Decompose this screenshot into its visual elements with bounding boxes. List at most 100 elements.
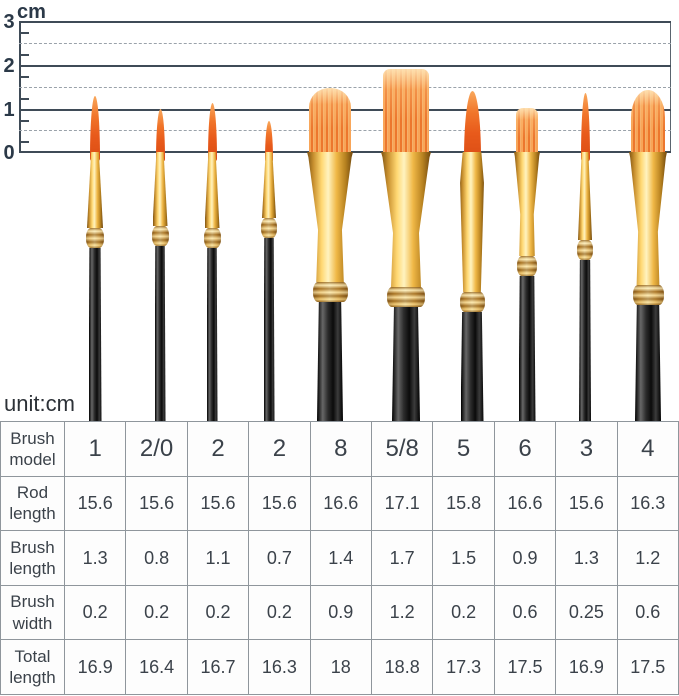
table-cell: 17.5 — [494, 640, 557, 695]
ruler-minor-tick — [21, 98, 29, 100]
brush-handle-icon — [206, 248, 218, 421]
table-cell: 6 — [494, 422, 557, 477]
brush-spec-table: Brush model 1 2/0 2 2 8 5/8 5 6 3 4 Rod … — [0, 421, 679, 695]
gridline-2cm — [19, 65, 671, 67]
brush-handle-icon — [88, 248, 102, 421]
row-header-brush-length: Brush length — [1, 531, 65, 586]
table-cell: 3 — [556, 422, 618, 477]
crimp-ring-icon — [387, 287, 425, 307]
ferrule-icon — [87, 152, 103, 228]
table-cell: 0.9 — [494, 531, 557, 586]
ruler-unit-label: cm — [17, 1, 46, 23]
ruler-tick-label-2: 2 — [3, 55, 15, 77]
brush-illustration-2 — [110, 0, 210, 421]
table-cell: 16.7 — [187, 640, 250, 695]
crimp-ring-icon — [577, 240, 593, 260]
ruler-minor-tick — [21, 76, 29, 78]
table-cell: 0.8 — [126, 531, 188, 586]
round-pointed-bristle-icon — [155, 109, 165, 162]
table-cell: 0.6 — [617, 585, 679, 641]
table-cell: 0.2 — [126, 585, 188, 641]
round-pointed-bristle-icon — [90, 96, 100, 162]
table-cell: 1.3 — [65, 531, 127, 586]
brush-illustration-3 — [162, 0, 262, 421]
ruler-tick-label-1: 1 — [3, 99, 15, 121]
crimp-ring-icon — [151, 226, 169, 246]
ferrule-icon — [460, 152, 484, 292]
table-cell: 0.7 — [249, 531, 311, 586]
brush-handle-icon — [392, 307, 420, 421]
dome-wash-bristle-icon — [309, 88, 351, 162]
ferrule-icon — [204, 152, 220, 228]
table-cell: 16.4 — [126, 640, 188, 695]
brush-handle-icon — [317, 302, 343, 421]
round-pointed-bristle-icon — [463, 91, 481, 162]
brush-illustration-5 — [280, 0, 380, 421]
table-cell: 15.6 — [556, 476, 618, 532]
ferrule-icon — [307, 152, 353, 282]
ruler-minor-tick — [21, 32, 29, 34]
crimp-ring-icon — [459, 292, 485, 312]
table-cell: 2 — [249, 422, 311, 477]
ferrule-icon — [629, 152, 667, 285]
ruler-tick-label-3: 3 — [3, 11, 15, 33]
table-cell: 0.6 — [494, 585, 557, 641]
table-cell: 16.3 — [617, 476, 679, 532]
gridline-3cm — [19, 21, 671, 23]
ferrule-icon — [262, 152, 276, 218]
table-cell: 16.6 — [310, 476, 372, 532]
table-cell: 0.2 — [65, 585, 127, 641]
table-cell: 0.2 — [249, 585, 311, 641]
table-cell: 16.6 — [494, 476, 557, 532]
brush-illustration-9 — [535, 0, 635, 421]
table-cell: 1.4 — [310, 531, 372, 586]
brush-illustration-10 — [598, 0, 679, 421]
row-header-rod-length: Rod length — [1, 476, 65, 532]
ruler-axis-line — [19, 21, 21, 152]
table-cell: 15.6 — [187, 476, 250, 532]
table-cell: 15.8 — [433, 476, 495, 532]
table-cell: 1.1 — [187, 531, 250, 586]
brush-handle-icon — [460, 312, 484, 421]
table-cell: 1.2 — [617, 531, 679, 586]
filbert-bristle-icon — [631, 90, 665, 162]
row-header-brush-width: Brush width — [1, 585, 65, 641]
table-cell: 15.6 — [249, 476, 311, 532]
crimp-ring-icon — [203, 228, 221, 248]
table-cell: 5 — [433, 422, 495, 477]
crimp-ring-icon — [261, 218, 277, 238]
brush-illustration-6 — [356, 0, 456, 421]
ruler-minor-tick — [21, 120, 29, 122]
ferrule-icon — [152, 152, 168, 226]
table-cell: 0.9 — [310, 585, 372, 641]
round-pointed-bristle-icon — [265, 121, 273, 162]
brush-illustration-4 — [219, 0, 319, 421]
ferrule-icon — [578, 152, 592, 240]
brush-handle-icon — [154, 246, 166, 421]
round-pointed-bristle-icon — [580, 93, 590, 162]
table-cell: 1.3 — [556, 531, 618, 586]
brush-handle-icon — [263, 238, 275, 421]
ruler-minor-tick — [21, 54, 29, 56]
flat-wash-bristle-icon — [383, 69, 429, 162]
brush-handle-icon — [579, 260, 591, 421]
table-cell: 1.7 — [372, 531, 434, 586]
table-cell: 18.8 — [372, 640, 434, 695]
crimp-ring-icon — [86, 228, 104, 248]
table-cell: 5/8 — [372, 422, 434, 477]
table-cell: 2 — [187, 422, 250, 477]
table-cell: 15.6 — [65, 476, 127, 532]
round-pointed-bristle-icon — [207, 103, 217, 162]
table-cell: 1.2 — [372, 585, 434, 641]
crimp-ring-icon — [517, 256, 537, 276]
table-cell: 1.5 — [433, 531, 495, 586]
gridline-2-5cm — [19, 43, 671, 44]
table-cell: 0.2 — [187, 585, 250, 641]
row-header-total-length: Total length — [1, 640, 65, 695]
table-cell: 17.3 — [433, 640, 495, 695]
flat-shader-bristle-icon — [516, 108, 538, 162]
table-cell: 18 — [310, 640, 372, 695]
table-cell: 15.6 — [126, 476, 188, 532]
crimp-ring-icon — [312, 282, 348, 302]
crimp-ring-icon — [632, 285, 664, 305]
